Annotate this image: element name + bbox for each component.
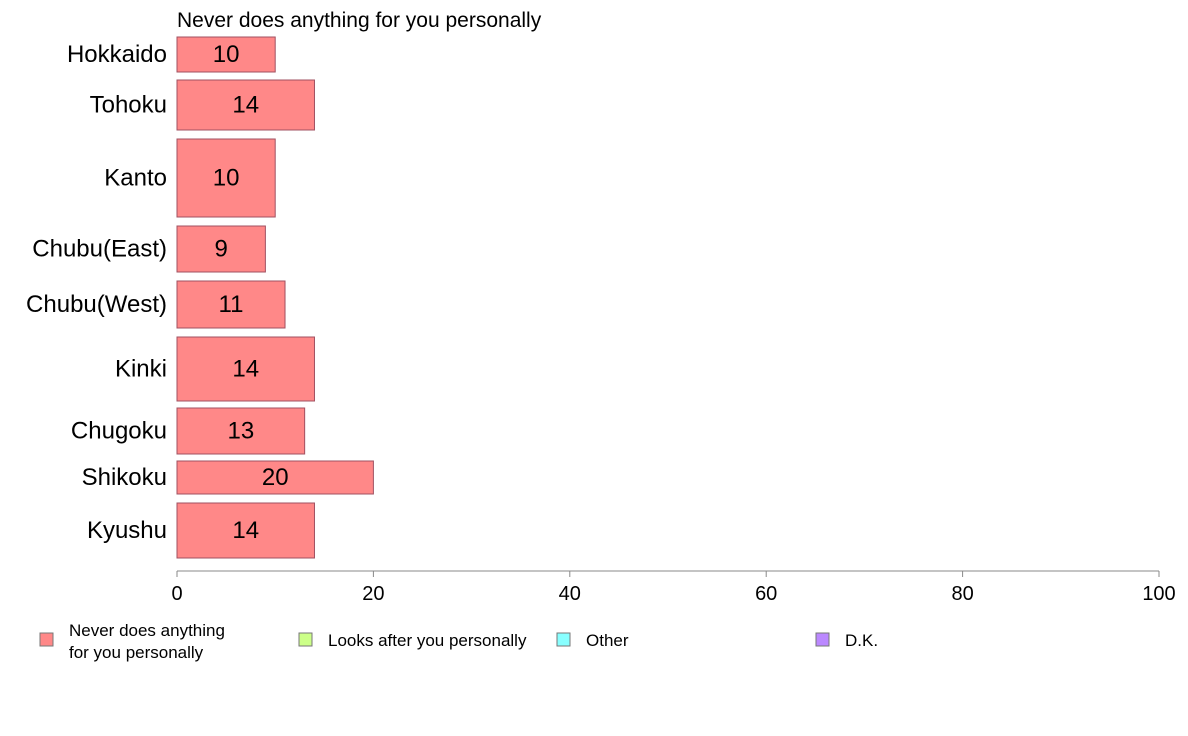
data-label: 14 (232, 92, 259, 119)
legend-label: Looks after you personally (328, 631, 527, 650)
x-tick-label: 40 (559, 583, 581, 605)
category-label: Hokkaido (67, 41, 167, 68)
legend-swatch (815, 632, 830, 647)
x-tick-label: 60 (755, 583, 777, 605)
legend: Never does anything for you personally Loo… (39, 621, 878, 662)
bar (176, 138, 276, 218)
category-label: Chubu(West) (26, 291, 167, 318)
bar (176, 336, 315, 402)
data-label: 14 (232, 356, 259, 383)
data-label: 13 (227, 418, 254, 445)
category-label: Shikoku (82, 464, 167, 491)
data-label: 10 (213, 41, 240, 68)
data-label: 14 (232, 517, 259, 544)
data-label: 10 (213, 165, 240, 192)
bar (176, 79, 315, 131)
legend-label: Other (586, 631, 629, 650)
bars: Hokkaido 10 Tohoku 14 Kanto 10 Chubu(East) 9 Chu… (26, 36, 374, 559)
legend-label: D.K. (845, 631, 878, 650)
chart-title: Never does anything for you personally (177, 9, 542, 32)
bar (176, 502, 315, 559)
category-label: Chugoku (71, 418, 167, 445)
x-axis: 0 20 40 60 80 100 (171, 570, 1176, 605)
category-label: Tohoku (90, 92, 167, 119)
bar (176, 225, 266, 273)
x-tick-label: 20 (362, 583, 384, 605)
bar (176, 407, 306, 455)
x-tick-label: 80 (951, 583, 973, 605)
bar (176, 36, 276, 73)
bar (176, 460, 374, 495)
bar (176, 280, 286, 329)
legend-label: Never does anything for you personally (69, 621, 225, 662)
category-label: Kanto (104, 165, 167, 192)
category-label: Chubu(East) (32, 236, 167, 263)
data-label: 20 (262, 464, 289, 491)
legend-swatch (39, 632, 54, 647)
category-label: Kinki (115, 356, 167, 383)
category-label: Kyushu (87, 517, 167, 544)
x-tick-label: 100 (1142, 583, 1175, 605)
x-tick-label: 0 (171, 583, 182, 605)
legend-swatch (298, 632, 313, 647)
data-label: 11 (219, 291, 244, 318)
data-label: 9 (215, 236, 228, 263)
legend-swatch (556, 632, 571, 647)
